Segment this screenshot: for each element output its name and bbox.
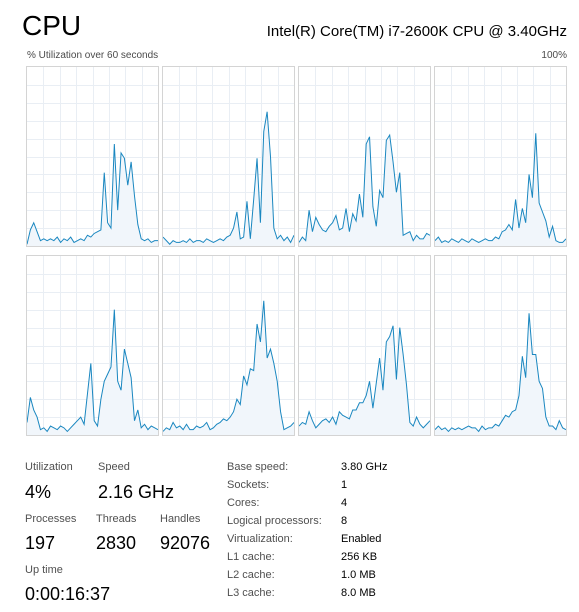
- l3-cache-value: 8.0 MB: [341, 587, 376, 599]
- uptime-label: Up time: [25, 564, 63, 576]
- cpu-core-graph-svg-3: [435, 67, 566, 246]
- cpu-core-graph-svg-6: [299, 256, 430, 435]
- cpu-core-graph-svg-4: [27, 256, 158, 435]
- handles-label: Handles: [160, 513, 201, 525]
- utilization-line: [299, 325, 430, 429]
- cpu-core-graph-svg-1: [163, 67, 294, 246]
- sockets-label: Sockets:: [227, 479, 270, 491]
- utilization-area: [163, 111, 294, 246]
- processes-label: Processes: [25, 513, 77, 525]
- cpu-core-graph-4[interactable]: [26, 255, 159, 436]
- utilization-line: [435, 133, 566, 244]
- cpu-core-graph-6[interactable]: [298, 255, 431, 436]
- utilization-line: [435, 313, 566, 433]
- cpu-core-graph-2[interactable]: [298, 66, 431, 247]
- utilization-area: [27, 143, 158, 246]
- utilization-line: [27, 309, 158, 433]
- threads-label: Threads: [96, 513, 137, 525]
- processes-value: 197: [25, 533, 56, 553]
- speed-label: Speed: [98, 461, 130, 473]
- cpu-core-graph-1[interactable]: [162, 66, 295, 247]
- cores-label: Cores:: [227, 497, 260, 509]
- l1-cache-label: L1 cache:: [227, 551, 275, 563]
- virtualization-value: Enabled: [341, 533, 382, 545]
- uptime-value: 0:00:16:37: [25, 584, 111, 604]
- cpu-core-graph-svg-7: [435, 256, 566, 435]
- l2-cache-label: L2 cache:: [227, 569, 275, 581]
- cpu-graph-grid[interactable]: [26, 66, 568, 438]
- page-title: CPU: [22, 10, 82, 41]
- speed-value: 2.16 GHz: [98, 482, 175, 502]
- logical-processors-value: 8: [341, 515, 348, 527]
- l2-cache-value: 1.0 MB: [341, 569, 376, 581]
- cpu-core-graph-svg-0: [27, 67, 158, 246]
- cpu-core-graph-0[interactable]: [26, 66, 159, 247]
- utilization-area: [299, 325, 430, 435]
- utilization-label: Utilization: [25, 461, 73, 473]
- cpu-model-name: Intel(R) Core(TM) i7-2600K CPU @ 3.40GHz: [266, 23, 567, 40]
- utilization-line: [27, 143, 158, 245]
- threads-value: 2830: [96, 533, 137, 553]
- utilization-area: [27, 309, 158, 435]
- cpu-core-graph-svg-5: [163, 256, 294, 435]
- base-speed-value: 3.80 GHz: [341, 461, 388, 473]
- utilization-value: 4%: [25, 482, 52, 502]
- cores-value: 4: [341, 497, 348, 509]
- utilization-line: [163, 111, 294, 245]
- l1-cache-value: 256 KB: [341, 551, 378, 563]
- sockets-value: 1: [341, 479, 348, 491]
- utilization-line: [163, 300, 294, 432]
- cpu-core-graph-svg-2: [299, 67, 430, 246]
- utilization-area: [435, 133, 566, 246]
- utilization-graph-caption: % Utilization over 60 seconds: [27, 50, 159, 61]
- cpu-core-graph-5[interactable]: [162, 255, 295, 436]
- logical-processors-label: Logical processors:: [227, 515, 322, 527]
- utilization-max-label: 100%: [541, 50, 567, 61]
- l3-cache-label: L3 cache:: [227, 587, 275, 599]
- cpu-core-graph-7[interactable]: [434, 255, 567, 436]
- handles-value: 92076: [160, 533, 211, 553]
- utilization-line: [299, 133, 430, 243]
- cpu-core-graph-3[interactable]: [434, 66, 567, 247]
- stats-panel: Utilization 4% Speed 2.16 GHz Processes …: [25, 460, 565, 610]
- virtualization-label: Virtualization:: [227, 533, 293, 545]
- utilization-area: [435, 313, 566, 435]
- base-speed-label: Base speed:: [227, 461, 289, 473]
